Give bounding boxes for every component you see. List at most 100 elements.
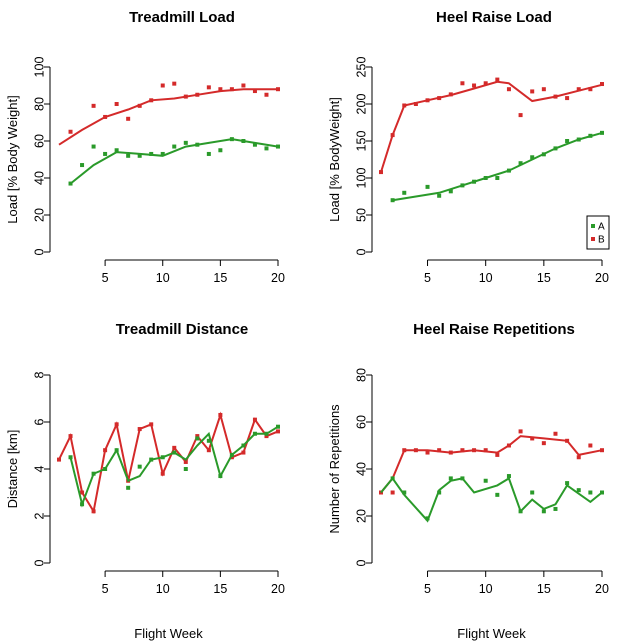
data-point-A [252, 431, 257, 436]
x-axis-label: Flight Week [134, 626, 203, 641]
x-tick-label: 10 [479, 582, 493, 596]
data-point-B [149, 98, 154, 103]
data-point-B [276, 87, 280, 92]
y-tick-label: 0 [32, 248, 46, 255]
series-B [379, 77, 604, 175]
data-point-B [483, 448, 488, 453]
data-point-B [506, 443, 511, 448]
data-point-B [530, 89, 535, 94]
y-tick-label: 0 [32, 559, 46, 566]
y-tick-label: 60 [32, 134, 46, 148]
data-point-A [472, 179, 477, 184]
data-point-B [588, 443, 593, 448]
data-point-A [483, 176, 488, 180]
x-tick-label: 15 [213, 582, 227, 596]
y-tick-label: 4 [32, 465, 46, 472]
data-point-A [541, 509, 546, 514]
x-tick-label: 20 [595, 271, 609, 285]
data-point-B [460, 81, 465, 86]
legend: AB [586, 215, 610, 250]
data-point-A [390, 476, 395, 481]
data-point-B [576, 455, 581, 460]
data-point-B [252, 89, 257, 94]
data-point-B [195, 92, 200, 97]
data-point-B [600, 82, 604, 87]
data-point-B [379, 170, 383, 175]
data-point-A [600, 130, 604, 135]
data-point-B [114, 422, 119, 427]
data-point-A [600, 490, 604, 495]
legend-label-A: A [598, 222, 605, 233]
data-point-B [506, 87, 511, 92]
data-point-A [218, 148, 223, 153]
data-point-B [91, 509, 96, 514]
data-point-A [183, 467, 188, 471]
chart-title: Heel Raise Load [436, 9, 552, 26]
x-tick-label: 5 [424, 582, 431, 596]
data-point-B [103, 114, 108, 119]
data-point-B [114, 102, 119, 106]
data-point-A [195, 436, 200, 441]
data-point-B [413, 448, 418, 453]
y-tick-label: 200 [354, 94, 368, 115]
data-point-A [425, 516, 430, 521]
data-point-B [172, 81, 177, 86]
series-A [68, 424, 280, 508]
data-point-A [276, 424, 280, 429]
data-point-A [460, 476, 465, 481]
data-point-B [172, 445, 177, 450]
x-tick-label: 15 [213, 271, 227, 285]
legend-label-B: B [598, 235, 605, 246]
data-point-A [172, 450, 177, 455]
data-point-A [483, 478, 488, 483]
data-point-B [530, 436, 535, 441]
y-tick-label: 20 [354, 509, 368, 523]
data-point-A [460, 183, 465, 188]
series-A [390, 130, 604, 203]
data-point-B [160, 471, 165, 476]
data-point-A [68, 455, 73, 460]
series-A [380, 474, 604, 523]
data-point-B [68, 434, 73, 439]
series-B [379, 429, 604, 495]
data-point-B [402, 103, 407, 108]
data-point-A [229, 452, 234, 457]
chart-title: Treadmill Distance [116, 321, 249, 338]
data-point-B [413, 102, 418, 106]
data-point-B [425, 98, 430, 103]
series-line-B [58, 88, 278, 146]
series-line-B [58, 411, 279, 515]
y-tick-label: 6 [32, 418, 46, 425]
chart-title: Heel Raise Repetitions [413, 321, 575, 338]
chart-heel-raise-repetitions: Heel Raise Repetitions 0 20 40 60 80 5 10 15 20 Nu… [327, 321, 609, 641]
data-point-A [229, 137, 234, 142]
data-point-B [276, 429, 280, 434]
y-axis-label: Number of Repetitions [327, 404, 342, 534]
data-point-A [506, 168, 511, 173]
data-point-B [218, 412, 223, 417]
data-point-A [91, 144, 96, 149]
data-point-B [103, 448, 108, 453]
data-point-B [390, 133, 395, 138]
series-line-A [392, 131, 603, 202]
data-point-B [80, 490, 85, 495]
data-point-A [206, 151, 211, 156]
data-point-B [206, 85, 211, 90]
data-point-A [241, 443, 246, 448]
data-point-B [460, 448, 465, 453]
data-point-A [553, 506, 558, 511]
data-point-A [160, 455, 165, 460]
data-point-B [518, 113, 523, 118]
data-point-A [448, 476, 453, 481]
data-point-A [114, 448, 119, 453]
data-point-B [495, 452, 500, 457]
data-point-A [264, 431, 269, 436]
y-axis-label: Load [% BodyWeight] [327, 97, 342, 222]
data-point-B [264, 92, 269, 97]
y-axis-label: Distance [km] [5, 430, 20, 509]
data-point-A [149, 151, 154, 156]
data-point-B [390, 490, 395, 495]
data-point-A [437, 490, 442, 495]
data-point-A [80, 163, 85, 168]
data-point-A [160, 151, 165, 156]
